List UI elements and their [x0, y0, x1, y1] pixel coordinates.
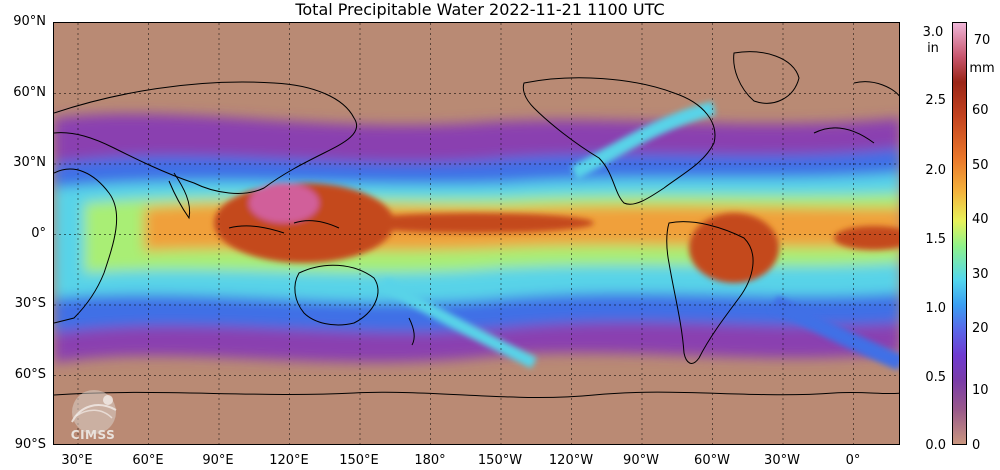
lon-label-90e: 90°E	[202, 453, 234, 468]
lat-label-90s: 90°S	[14, 437, 46, 452]
colorbar-mm-tick: 20	[972, 321, 989, 336]
colorbar-in-tick: 2.0	[925, 163, 946, 178]
colorbar-mm-tick: 50	[972, 158, 989, 173]
lon-label-120e: 120°E	[269, 453, 309, 468]
lat-label-60s: 60°S	[14, 367, 46, 382]
lon-label-150e: 150°E	[339, 453, 379, 468]
colorbar-mm-tick: 10	[972, 383, 989, 398]
lat-label-0: 0°	[31, 226, 46, 241]
lon-label-0: 0°	[845, 453, 861, 468]
colorbar-in-tick: 1.0	[925, 301, 946, 316]
colorbar-in-tick: 1.5	[925, 232, 946, 247]
lon-label-30e: 30°E	[61, 453, 93, 468]
colorbar	[952, 22, 967, 445]
lat-label-90n: 90°N	[13, 14, 46, 29]
colorbar-in-tick: 2.5	[925, 93, 946, 108]
lon-label-60w: 60°W	[694, 453, 730, 468]
lon-label-90w: 90°W	[623, 453, 659, 468]
colorbar-mm-tick: 40	[972, 212, 989, 227]
colorbar-mm-unit: mm	[969, 61, 995, 76]
colorbar-in-unit: in	[927, 41, 939, 56]
colorbar-mm-max: 70	[973, 33, 991, 48]
cimss-logo	[71, 390, 117, 434]
colorbar-in-tick: 0.0	[925, 438, 946, 453]
lon-label-120w: 120°W	[548, 453, 594, 468]
lat-label-30s: 30°S	[14, 296, 46, 311]
lon-label-150w: 150°W	[477, 453, 523, 468]
page-title: Total Precipitable Water 2022-11-21 1100…	[295, 0, 665, 19]
map-canvas	[54, 23, 899, 444]
lon-label-180: 180°	[414, 453, 446, 468]
lat-label-30n: 30°N	[13, 155, 46, 170]
colorbar-mm-tick: 30	[972, 267, 989, 282]
lon-label-30w: 30°W	[764, 453, 800, 468]
lon-label-60e: 60°E	[132, 453, 164, 468]
cimss-logo-text: CIMSS	[70, 428, 116, 442]
lat-label-60n: 60°N	[13, 85, 46, 100]
colorbar-in-tick: 0.5	[925, 370, 946, 385]
colorbar-in-max: 3.0	[922, 25, 944, 40]
precipitable-water-map	[53, 22, 900, 445]
colorbar-mm-tick: 0	[972, 438, 981, 453]
colorbar-mm-tick: 60	[972, 103, 989, 118]
